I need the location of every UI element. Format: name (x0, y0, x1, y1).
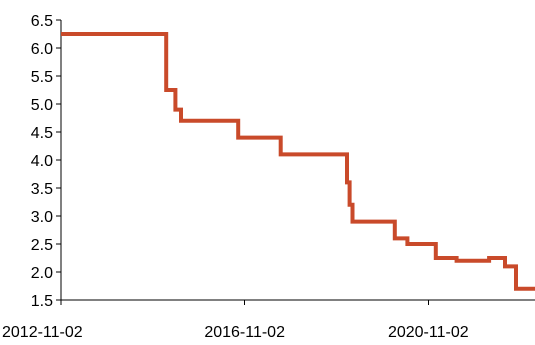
y-tick-label: 6.5 (31, 13, 53, 30)
series-line-0 (61, 32, 535, 291)
y-tick-label: 2.0 (31, 265, 53, 282)
x-tick-label: 2012-11-02 (2, 324, 83, 341)
y-tick-label: 4.0 (31, 153, 53, 170)
x-tick-label: 2020-11-02 (388, 324, 469, 341)
y-tick-label: 3.0 (31, 209, 53, 226)
series-group (61, 32, 535, 291)
y-axis: 1.5 2.0 2.5 3.0 3.5 4.0 4.5 5.0 5.5 6.0 6.5 (31, 13, 62, 310)
x-tick-label: 2016-11-02 (204, 324, 285, 341)
y-tick-label: 3.5 (31, 181, 53, 198)
y-tick-label: 2.5 (31, 237, 53, 254)
y-tick-label: 5.0 (31, 97, 53, 114)
y-tick-label: 1.5 (31, 293, 53, 310)
y-tick-label: 4.5 (31, 125, 53, 142)
y-tick-label: 6.0 (31, 41, 53, 58)
x-axis: 2012-11-02 2016-11-02 2020-11-02 (2, 299, 535, 341)
y-tick-label: 5.5 (31, 69, 53, 86)
